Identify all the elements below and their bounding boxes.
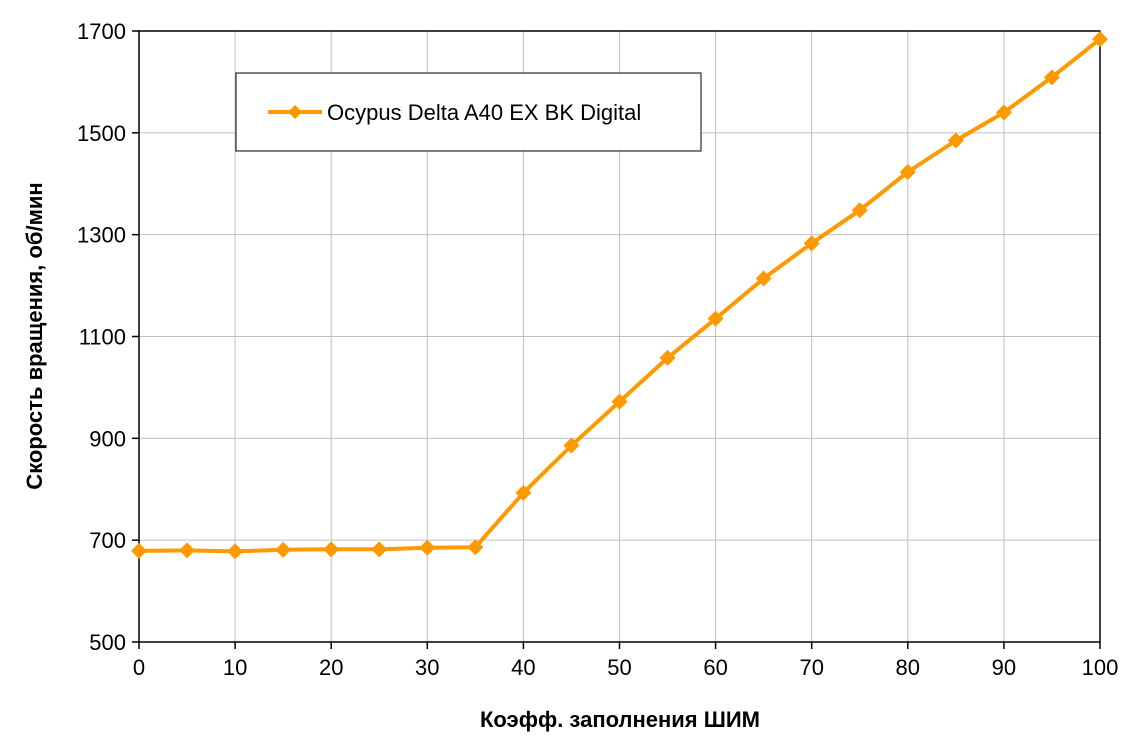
- y-tick-label: 700: [89, 528, 126, 553]
- data-point-marker: [803, 235, 820, 252]
- data-point-marker: [995, 104, 1012, 121]
- data-point-marker: [707, 310, 724, 327]
- x-tick-label: 40: [511, 655, 535, 680]
- axis-ticks: 0 10 20 30 40 50 60 70 80 90 100 500 700 900 1100 1300 1…: [77, 19, 1118, 680]
- data-point-marker: [851, 202, 868, 219]
- y-tick-label: 1100: [79, 325, 126, 350]
- data-point-marker: [323, 541, 340, 558]
- series-group: [131, 31, 1108, 560]
- data-point-marker: [515, 484, 532, 501]
- data-point-marker: [227, 543, 244, 560]
- x-tick-label: 70: [799, 655, 823, 680]
- data-point-marker: [1092, 31, 1108, 48]
- y-tick-label: 1500: [77, 121, 126, 146]
- x-tick-label: 10: [223, 655, 247, 680]
- y-axis-title: Скорость вращения, об/мин: [22, 182, 47, 489]
- x-tick-label: 90: [992, 655, 1016, 680]
- data-point-marker: [899, 164, 916, 181]
- legend-marker-icon: [288, 105, 302, 119]
- x-tick-label: 20: [319, 655, 343, 680]
- y-tick-label: 900: [89, 426, 126, 451]
- y-tick-label: 1300: [77, 223, 126, 248]
- data-point-marker: [275, 541, 292, 558]
- data-point-marker: [467, 539, 484, 556]
- data-point-marker: [947, 132, 964, 149]
- data-point-marker: [1043, 69, 1060, 86]
- x-tick-label: 50: [607, 655, 631, 680]
- data-point-marker: [755, 270, 772, 287]
- legend-label: Ocypus Delta A40 EX BK Digital: [327, 100, 641, 125]
- x-tick-label: 0: [133, 655, 145, 680]
- x-tick-label: 80: [896, 655, 920, 680]
- data-point-marker: [419, 539, 436, 556]
- data-point-marker: [659, 349, 676, 366]
- x-tick-label: 30: [415, 655, 439, 680]
- y-tick-label: 1700: [77, 19, 126, 44]
- y-tick-label: 500: [89, 630, 126, 655]
- data-point-marker: [563, 437, 580, 454]
- data-point-marker: [179, 542, 196, 559]
- data-point-marker: [371, 541, 388, 558]
- data-point-marker: [131, 542, 147, 559]
- x-tick-label: 60: [703, 655, 727, 680]
- x-tick-label: 100: [1082, 655, 1119, 680]
- x-axis-title: Коэфф. заполнения ШИМ: [480, 707, 760, 732]
- legend: Ocypus Delta A40 EX BK Digital: [235, 72, 702, 152]
- data-point-marker: [611, 393, 628, 410]
